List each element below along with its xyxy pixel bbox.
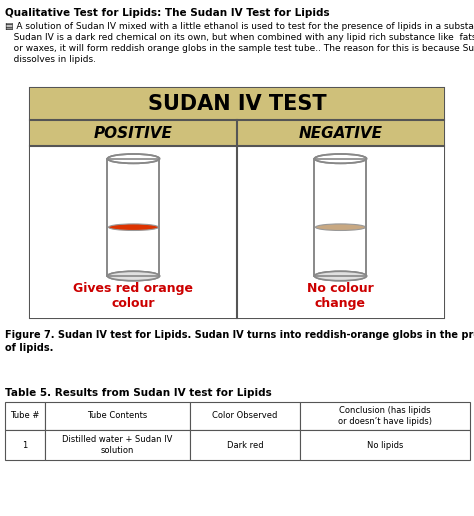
- Text: No colour
change: No colour change: [307, 282, 374, 310]
- Ellipse shape: [315, 271, 366, 281]
- Bar: [5, 430, 45, 460]
- Bar: [108, 159, 159, 276]
- Text: Dark red: Dark red: [227, 441, 264, 449]
- Bar: [30, 146, 237, 318]
- Bar: [109, 227, 158, 254]
- Text: Figure 7. Sudan IV test for Lipids. Sudan IV turns into reddish-orange globs in : Figure 7. Sudan IV test for Lipids. Suda…: [5, 330, 474, 340]
- Bar: [108, 159, 159, 276]
- Text: 1: 1: [22, 441, 27, 449]
- Ellipse shape: [108, 271, 159, 281]
- Bar: [300, 402, 470, 430]
- Text: POSITIVE: POSITIVE: [94, 125, 173, 140]
- Text: Conclusion (has lipids
or doesn’t have lipids): Conclusion (has lipids or doesn’t have l…: [338, 406, 432, 426]
- Text: Color Observed: Color Observed: [212, 411, 278, 421]
- Text: Qualitative Test for Lipids: The Sudan IV Test for Lipids: Qualitative Test for Lipids: The Sudan I…: [5, 8, 329, 18]
- Text: Distilled water + Sudan IV
solution: Distilled water + Sudan IV solution: [62, 436, 173, 455]
- Bar: [315, 159, 366, 276]
- Ellipse shape: [315, 154, 366, 164]
- Text: Gives red orange
colour: Gives red orange colour: [73, 282, 193, 310]
- Ellipse shape: [108, 154, 159, 164]
- Bar: [315, 159, 366, 276]
- Text: Table 5. Results from Sudan IV test for Lipids: Table 5. Results from Sudan IV test for …: [5, 388, 272, 398]
- Bar: [45, 402, 190, 430]
- Text: dissolves in lipids.: dissolves in lipids.: [5, 55, 96, 64]
- Bar: [109, 254, 158, 276]
- Bar: [30, 88, 444, 318]
- Bar: [45, 430, 190, 460]
- Ellipse shape: [315, 271, 366, 281]
- Bar: [237, 146, 444, 318]
- Text: No lipids: No lipids: [367, 441, 403, 449]
- Bar: [316, 227, 365, 276]
- Text: Tube Contents: Tube Contents: [87, 411, 147, 421]
- Text: Sudan IV is a dark red chemical on its own, but when combined with any lipid ric: Sudan IV is a dark red chemical on its o…: [5, 33, 474, 42]
- Bar: [5, 402, 45, 430]
- Text: NEGATIVE: NEGATIVE: [299, 125, 383, 140]
- Bar: [300, 430, 470, 460]
- Bar: [190, 430, 300, 460]
- Text: SUDAN IV TEST: SUDAN IV TEST: [148, 94, 326, 114]
- Text: or waxes, it will form reddish orange globs in the sample test tube.. The reason: or waxes, it will form reddish orange gl…: [5, 44, 474, 53]
- Bar: [30, 88, 444, 120]
- Text: Tube #: Tube #: [10, 411, 40, 421]
- Ellipse shape: [316, 224, 365, 231]
- Text: of lipids.: of lipids.: [5, 343, 54, 353]
- Ellipse shape: [109, 224, 158, 231]
- Ellipse shape: [108, 271, 159, 281]
- Bar: [30, 120, 444, 146]
- Bar: [190, 402, 300, 430]
- Text: ▤ A solution of Sudan IV mixed with a little ethanol is used to test for the pre: ▤ A solution of Sudan IV mixed with a li…: [5, 22, 474, 31]
